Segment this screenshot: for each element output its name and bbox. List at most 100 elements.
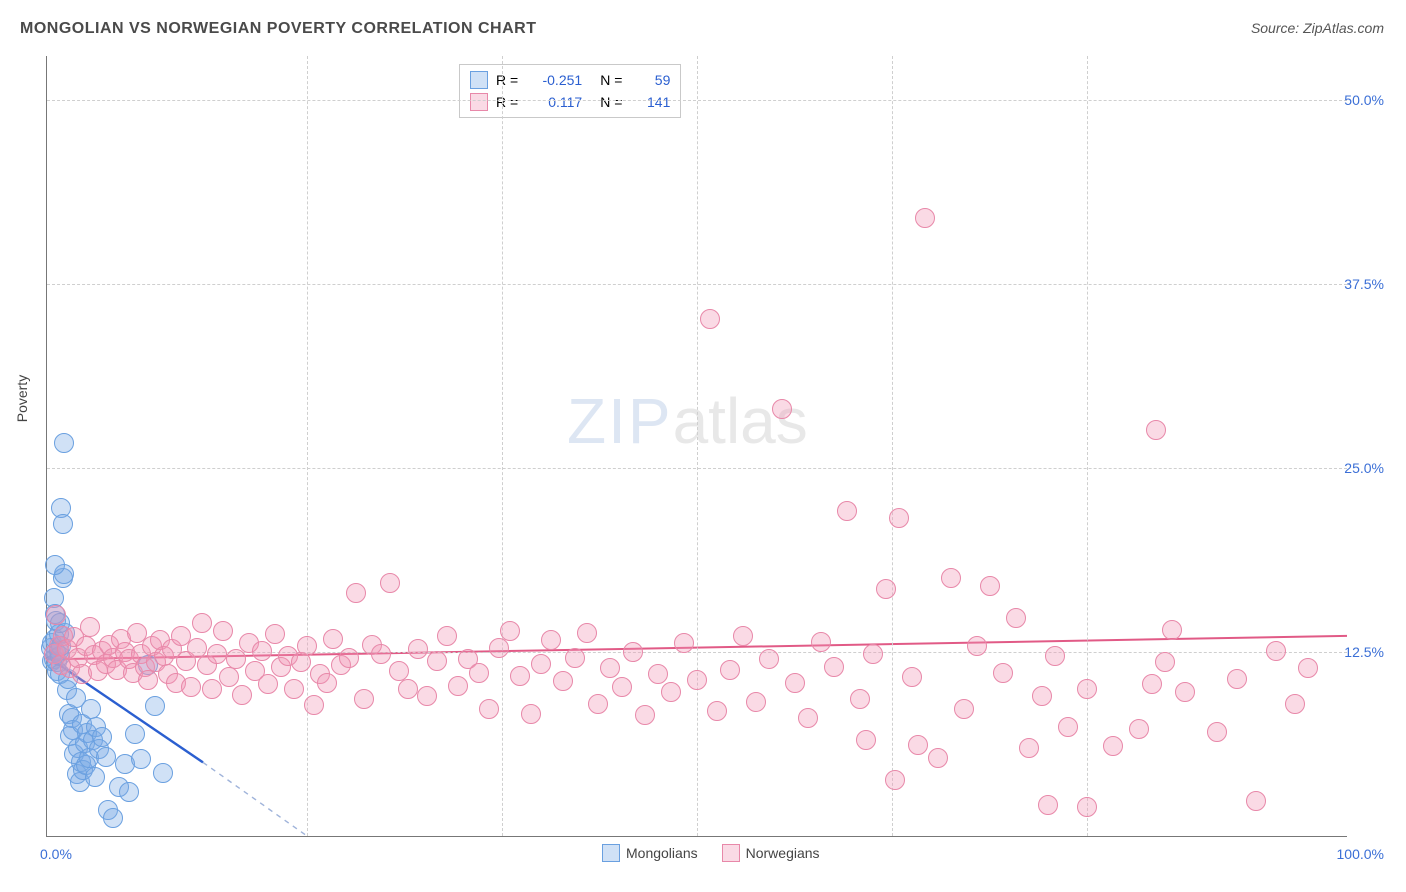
scatter-point (145, 696, 165, 716)
x-origin-label: 0.0% (40, 846, 72, 862)
scatter-point (746, 692, 766, 712)
scatter-point (1227, 669, 1247, 689)
scatter-point (1032, 686, 1052, 706)
scatter-point (1285, 694, 1305, 714)
plot-area: ZIPatlas R =-0.251N =59R =0.117N =141 (46, 56, 1347, 837)
scatter-point (398, 679, 418, 699)
scatter-point (600, 658, 620, 678)
scatter-point (1175, 682, 1195, 702)
scatter-point (1266, 641, 1286, 661)
scatter-point (1045, 646, 1065, 666)
swatch-icon (470, 93, 488, 111)
scatter-point (759, 649, 779, 669)
scatter-point (46, 605, 66, 625)
x-gridline (307, 56, 308, 836)
scatter-point (1019, 738, 1039, 758)
scatter-point (1142, 674, 1162, 694)
scatter-point (967, 636, 987, 656)
scatter-point (192, 613, 212, 633)
scatter-point (354, 689, 374, 709)
x-gridline (1087, 56, 1088, 836)
scatter-point (119, 782, 139, 802)
scatter-point (469, 663, 489, 683)
stats-row: R =-0.251N =59 (470, 69, 670, 91)
scatter-point (876, 579, 896, 599)
scatter-point (304, 695, 324, 715)
scatter-point (531, 654, 551, 674)
scatter-point (232, 685, 252, 705)
y-tick-label: 25.0% (1344, 460, 1384, 476)
scatter-point (1058, 717, 1078, 737)
scatter-point (612, 677, 632, 697)
scatter-point (902, 667, 922, 687)
scatter-point (928, 748, 948, 768)
scatter-point (1298, 658, 1318, 678)
scatter-point (54, 433, 74, 453)
scatter-point (798, 708, 818, 728)
scatter-point (219, 667, 239, 687)
legend-item: Mongolians (602, 844, 698, 862)
stats-legend: R =-0.251N =59R =0.117N =141 (459, 64, 681, 118)
scatter-point (1146, 420, 1166, 440)
scatter-point (138, 670, 158, 690)
scatter-point (565, 648, 585, 668)
swatch-icon (602, 844, 620, 862)
scatter-point (479, 699, 499, 719)
scatter-point (85, 767, 105, 787)
scatter-point (1129, 719, 1149, 739)
x-max-label: 100.0% (1337, 846, 1384, 862)
scatter-point (45, 555, 65, 575)
scatter-point (1103, 736, 1123, 756)
scatter-point (1246, 791, 1266, 811)
scatter-point (427, 651, 447, 671)
scatter-point (993, 663, 1013, 683)
scatter-point (889, 508, 909, 528)
trend-line-extension (203, 762, 307, 836)
scatter-point (824, 657, 844, 677)
scatter-point (1077, 797, 1097, 817)
scatter-point (417, 686, 437, 706)
scatter-point (448, 676, 468, 696)
series-legend: MongoliansNorwegians (602, 844, 820, 862)
scatter-point (1077, 679, 1097, 699)
scatter-point (941, 568, 961, 588)
swatch-icon (722, 844, 740, 862)
y-tick-label: 12.5% (1344, 644, 1384, 660)
scatter-point (96, 747, 116, 767)
scatter-point (323, 629, 343, 649)
scatter-point (80, 617, 100, 637)
y-tick-label: 37.5% (1344, 276, 1384, 292)
scatter-point (623, 642, 643, 662)
scatter-point (772, 399, 792, 419)
scatter-point (856, 730, 876, 750)
scatter-point (202, 679, 222, 699)
scatter-point (125, 724, 145, 744)
scatter-point (720, 660, 740, 680)
scatter-point (92, 727, 112, 747)
scatter-point (733, 626, 753, 646)
scatter-point (541, 630, 561, 650)
scatter-point (346, 583, 366, 603)
scatter-point (213, 621, 233, 641)
stats-row: R =0.117N =141 (470, 91, 670, 113)
scatter-point (408, 639, 428, 659)
scatter-point (863, 644, 883, 664)
scatter-point (1207, 722, 1227, 742)
scatter-point (837, 501, 857, 521)
y-tick-label: 50.0% (1344, 92, 1384, 108)
scatter-point (53, 514, 73, 534)
scatter-point (1006, 608, 1026, 628)
scatter-point (687, 670, 707, 690)
chart-title: MONGOLIAN VS NORWEGIAN POVERTY CORRELATI… (20, 20, 536, 38)
scatter-point (1155, 652, 1175, 672)
scatter-point (915, 208, 935, 228)
source-label: Source: ZipAtlas.com (1251, 20, 1384, 36)
scatter-point (153, 763, 173, 783)
scatter-point (181, 677, 201, 697)
scatter-point (980, 576, 1000, 596)
scatter-point (339, 648, 359, 668)
scatter-point (284, 679, 304, 699)
scatter-point (252, 641, 272, 661)
scatter-point (226, 649, 246, 669)
scatter-point (103, 808, 123, 828)
